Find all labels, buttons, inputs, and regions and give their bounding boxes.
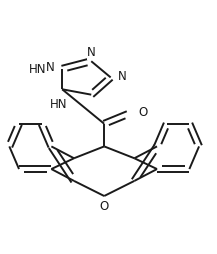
- Text: N: N: [118, 70, 127, 83]
- Text: N: N: [46, 61, 55, 74]
- Text: O: O: [100, 200, 109, 213]
- Text: N: N: [87, 46, 96, 59]
- Text: HN: HN: [28, 63, 46, 76]
- Text: O: O: [138, 106, 148, 119]
- Text: HN: HN: [49, 98, 67, 111]
